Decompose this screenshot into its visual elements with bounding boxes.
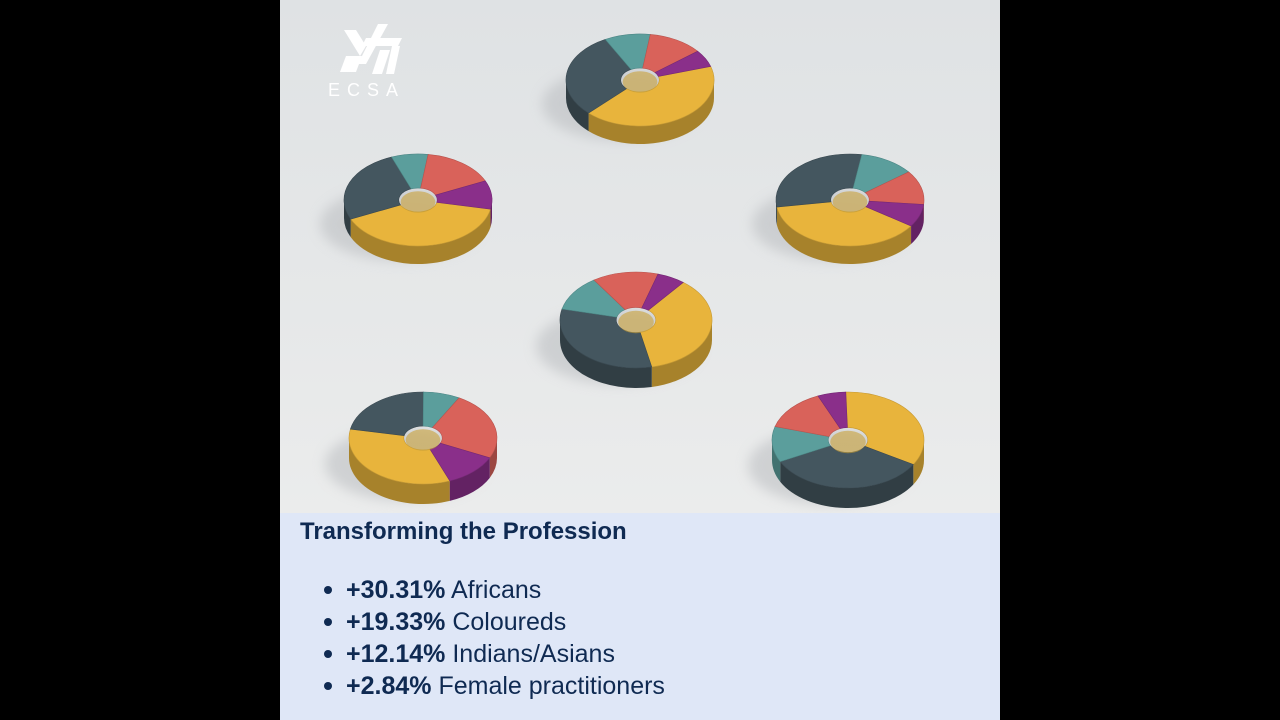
stat-label: Female practitioners [438, 672, 665, 700]
donut-segment [435, 180, 493, 210]
infographic-frame: ECSA Transforming the Profession +30.31%… [280, 0, 1000, 720]
donut-segment-wall [344, 200, 351, 238]
stat-label: Coloureds [452, 608, 567, 636]
donut-hole [832, 191, 868, 213]
donut-segment [641, 273, 684, 311]
ecsa-logo [340, 24, 402, 74]
donut-segment [654, 50, 712, 77]
donut-chart [542, 33, 715, 144]
bullet-icon [324, 682, 332, 690]
panel-title: Transforming the Profession [300, 518, 627, 545]
donut-segment [343, 156, 412, 220]
stat-value: +19.33% [346, 608, 446, 636]
donut-chart [325, 391, 498, 504]
donut-hole [618, 310, 654, 334]
bullet-icon [324, 618, 332, 626]
donut-segment [431, 397, 498, 459]
donut-segment [865, 200, 924, 227]
stats-panel: Transforming the Profession +30.31% Afri… [280, 513, 1000, 720]
donut-segment-wall [489, 438, 497, 478]
donut-segment [350, 391, 424, 437]
donut-segment-wall [560, 320, 652, 389]
donut-chart [320, 153, 493, 264]
stat-item: +12.14% Indians/Asians [324, 638, 665, 670]
stat-value: +30.31% [346, 576, 446, 604]
donut-segment [593, 271, 659, 310]
stat-item: +30.31% Africans [324, 574, 665, 606]
bullet-icon [324, 586, 332, 594]
logo-text: ECSA [328, 80, 406, 100]
donut-segment [817, 391, 848, 429]
donut-segment [639, 282, 713, 368]
stat-label: Africans [450, 576, 542, 604]
donut-charts-illustration [280, 0, 1000, 513]
stat-item: +2.84% Female practitioners [324, 670, 665, 702]
donut-segment [420, 154, 486, 196]
donut-segment-wall [449, 457, 490, 501]
donut-segment-wall [350, 209, 491, 264]
donut-segment [774, 395, 841, 437]
donut-segment-wall [772, 440, 781, 482]
donut-segment-wall [651, 320, 712, 387]
donut-chart [752, 153, 925, 264]
donut-segment-wall [588, 80, 714, 144]
stat-value: +12.14% [346, 640, 446, 668]
stat-item: +19.33% Coloureds [324, 606, 665, 638]
donut-segment-wall [490, 200, 492, 228]
donut-segment-wall [913, 440, 924, 485]
donut-segment-wall [566, 80, 589, 132]
donut-group [320, 33, 925, 509]
stat-value: +2.84% [346, 672, 432, 700]
donut-chart [536, 271, 713, 389]
stats-list: +30.31% Africans +19.33% Coloureds +12.1… [324, 574, 665, 702]
donut-hole [400, 191, 436, 213]
bullet-icon [324, 650, 332, 658]
donut-segment [429, 442, 491, 482]
donut-segment-wall [780, 461, 914, 509]
stat-label: Indians/Asians [452, 640, 615, 668]
donut-hole [622, 71, 658, 93]
donut-segment [565, 39, 632, 114]
donut-hole [830, 430, 866, 454]
donut-segment-wall [349, 438, 450, 504]
donut-hole [405, 429, 441, 451]
donut-chart [748, 391, 925, 509]
donut-segment-wall [776, 207, 912, 264]
donut-segment [775, 153, 863, 208]
